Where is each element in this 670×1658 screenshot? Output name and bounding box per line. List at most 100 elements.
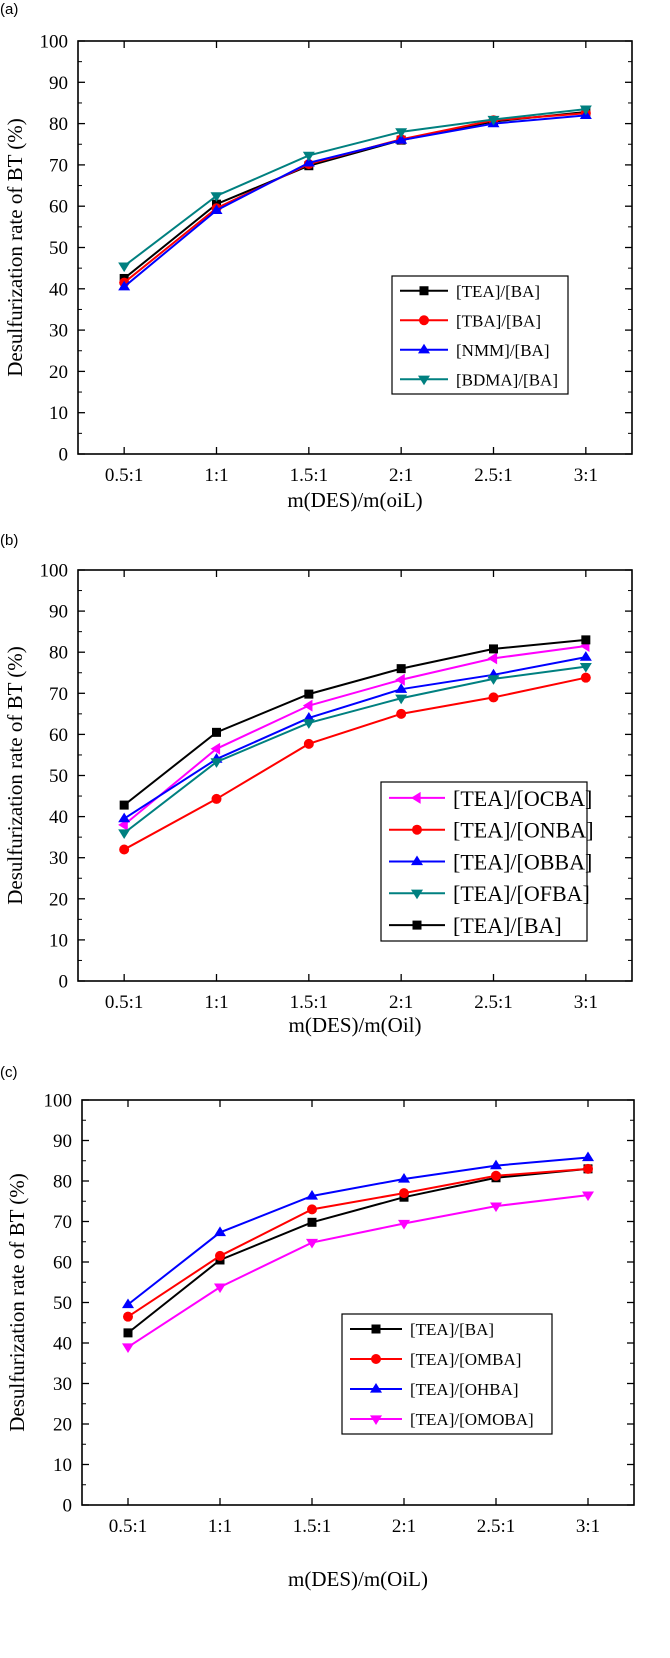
panel-label: (c) <box>0 1064 18 1081</box>
data-point <box>487 652 498 665</box>
y-tick-label: 60 <box>49 725 68 746</box>
y-tick-label: 50 <box>49 766 68 787</box>
x-tick-label: 2.5:1 <box>474 465 513 486</box>
data-point <box>118 812 131 823</box>
y-tick-label: 30 <box>49 848 68 869</box>
legend-swatch-marker <box>370 1383 382 1393</box>
legend-box <box>341 1313 553 1435</box>
x-tick-label: 3:1 <box>574 992 598 1013</box>
data-point <box>306 1238 318 1249</box>
legend-label: [TEA]/[BA] <box>456 282 540 301</box>
data-point <box>395 134 408 144</box>
data-point <box>490 1202 502 1213</box>
data-point <box>582 1191 594 1202</box>
legend-swatch-marker <box>411 855 423 866</box>
y-tick-label: 70 <box>53 1212 72 1233</box>
y-tick-label: 90 <box>49 73 68 94</box>
y-tick-label: 20 <box>49 362 68 383</box>
data-point <box>304 689 314 699</box>
data-point <box>210 192 223 202</box>
legend-swatch-marker <box>412 824 422 835</box>
data-point <box>399 1188 409 1199</box>
y-tick-label: 50 <box>49 238 68 259</box>
x-axis-title: m(DES)/m(OiL) <box>288 1567 428 1591</box>
y-tick-label: 100 <box>40 561 69 582</box>
data-point <box>396 708 407 719</box>
chart-panel-3: (c) 0 10 20 30 40 50 60 70 80 90 100 0.5:1 1:1 1.5:1 2:… <box>0 1064 635 1591</box>
y-axis-title: Desulfurization rate of BT (%) <box>3 646 27 905</box>
legend-label: [TEA]/[BA] <box>410 1320 494 1339</box>
y-tick-label: 70 <box>49 155 68 176</box>
data-point <box>583 1163 593 1174</box>
data-point <box>579 662 592 673</box>
data-point <box>398 1172 410 1183</box>
legend-label: [TEA]/[OMBA] <box>410 1350 521 1369</box>
legend: [TEA]/[OCBA] [TEA]/[ONBA] [TEA]/[OBBA] [TEA… <box>380 781 594 942</box>
legend: [TEA]/[BA] [TBA]/[BA] [NMM]/[BA] [BDMA]/[BA… <box>391 275 569 395</box>
legend-swatch-marker <box>418 343 430 354</box>
x-tick-label: 1.5:1 <box>290 992 329 1013</box>
data-point <box>210 204 223 214</box>
y-tick-label: 60 <box>49 197 68 218</box>
y-tick-label: 90 <box>53 1131 72 1152</box>
data-point <box>123 1328 133 1338</box>
legend-label: [BDMA]/[BA] <box>456 370 558 389</box>
y-axis-title: Desulfurization rate of BT (%) <box>3 118 27 377</box>
panel-label: (b) <box>0 532 18 549</box>
data-point <box>581 635 591 645</box>
x-tick-label: 0.5:1 <box>105 465 144 486</box>
y-tick-label: 40 <box>49 807 68 828</box>
legend-swatch-marker <box>418 375 430 386</box>
y-tick-label: 50 <box>53 1293 72 1314</box>
series-line <box>123 638 586 806</box>
y-tick-label: 80 <box>49 643 68 664</box>
y-tick-label: 10 <box>49 403 68 424</box>
series-line <box>127 1167 589 1318</box>
legend-label: [TEA]/[OCBA] <box>453 786 592 811</box>
y-tick-label: 40 <box>49 279 68 300</box>
data-point <box>306 1189 318 1200</box>
series-line <box>123 656 587 820</box>
x-tick-label: 3:1 <box>574 465 598 486</box>
legend-label: [TEA]/[OMOBA] <box>410 1410 534 1429</box>
data-point <box>487 115 500 126</box>
data-point <box>210 742 221 755</box>
series-line <box>123 112 586 284</box>
y-tick-label: 70 <box>49 684 68 705</box>
data-point <box>210 758 223 768</box>
data-point <box>303 738 314 749</box>
data-point <box>118 280 131 291</box>
data-point <box>307 1204 317 1215</box>
legend-label: [TEA]/[OFBA] <box>453 881 590 906</box>
series-line <box>123 665 586 834</box>
data-point <box>579 105 592 116</box>
data-point <box>302 719 315 729</box>
data-point <box>302 156 315 167</box>
data-point <box>491 1170 501 1181</box>
series-line <box>127 1194 589 1348</box>
y-axis-title: Desulfurization rate of BT (%) <box>5 1173 29 1432</box>
x-tick-label: 1:1 <box>204 465 228 486</box>
y-tick-label: 20 <box>53 1415 72 1436</box>
data-point <box>582 1151 594 1162</box>
y-tick-label: 30 <box>53 1374 72 1395</box>
data-point <box>302 151 315 162</box>
y-tick-label: 90 <box>49 602 68 623</box>
data-point <box>119 800 129 810</box>
legend-label: [NMM]/[BA] <box>456 341 550 360</box>
x-tick-label: 0.5:1 <box>105 992 144 1013</box>
y-tick-label: 60 <box>53 1253 72 1274</box>
series-line <box>123 111 586 280</box>
legend-swatch-marker <box>371 1324 381 1334</box>
y-tick-label: 30 <box>49 321 68 342</box>
panel-label: (a) <box>0 1 18 18</box>
series-line <box>123 676 587 851</box>
data-point <box>395 673 405 686</box>
x-tick-label: 3:1 <box>576 1516 600 1537</box>
y-tick-label: 10 <box>53 1455 72 1476</box>
data-point <box>123 1311 133 1322</box>
x-axis-title: m(DES)/m(Oil) <box>289 1013 422 1037</box>
x-tick-label: 1:1 <box>204 992 228 1013</box>
